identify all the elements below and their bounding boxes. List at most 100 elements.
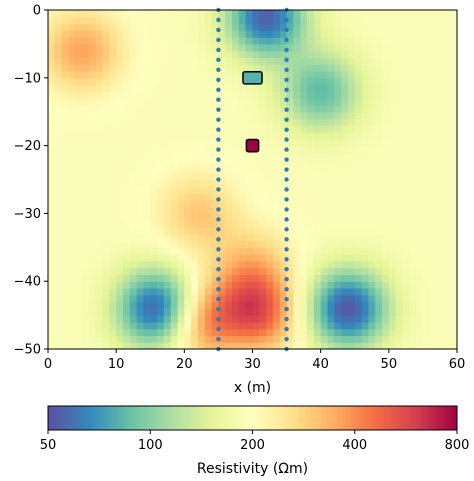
heatmap-cell	[54, 98, 63, 106]
heatmap-cell	[95, 260, 104, 269]
heatmap-cell	[293, 220, 301, 228]
heatmap-cell	[163, 301, 172, 309]
heatmap-cell	[95, 145, 104, 153]
heatmap-cell	[422, 179, 431, 187]
heatmap-cell	[54, 226, 63, 235]
heatmap-cell	[429, 77, 438, 86]
heatmap-cell	[54, 125, 63, 133]
heatmap-cell	[416, 254, 424, 262]
heatmap-cell	[218, 247, 226, 255]
heatmap-cell	[170, 125, 179, 133]
heatmap-cell	[409, 50, 417, 59]
heatmap-cell	[327, 71, 335, 79]
heatmap-cell	[204, 315, 213, 323]
heatmap-cell	[170, 199, 179, 208]
heatmap-cell	[252, 111, 260, 120]
heatmap-cell	[232, 50, 240, 59]
heatmap-cell	[61, 226, 70, 235]
heatmap-cell	[75, 172, 83, 181]
heatmap-cell	[95, 125, 104, 133]
heatmap-cell	[368, 328, 376, 337]
heatmap-cell	[334, 118, 342, 126]
heatmap-cell	[225, 301, 233, 309]
heatmap-cell	[395, 23, 404, 31]
heatmap-cell	[347, 165, 356, 174]
heatmap-cell	[286, 240, 294, 248]
heatmap-cell	[211, 287, 220, 296]
heatmap-cell	[245, 206, 254, 214]
target-rectangle	[245, 138, 260, 153]
heatmap-cell	[170, 179, 179, 187]
heatmap-cell	[238, 84, 247, 92]
electrode-dot	[216, 147, 221, 152]
heatmap-cell	[129, 213, 138, 221]
heatmap-cell	[450, 274, 457, 282]
heatmap-cell	[382, 91, 390, 99]
heatmap-cell	[327, 267, 335, 276]
heatmap-cell	[61, 37, 70, 45]
heatmap-cell	[191, 179, 199, 187]
heatmap-cell	[245, 199, 254, 208]
heatmap-cell	[75, 138, 83, 147]
heatmap-cell	[109, 220, 117, 228]
heatmap-cell	[327, 165, 335, 174]
heatmap-cell	[61, 294, 70, 303]
heatmap-cell	[143, 57, 151, 65]
heatmap-cell	[313, 274, 322, 282]
heatmap-cell	[88, 91, 97, 99]
heatmap-cell	[334, 220, 342, 228]
heatmap-cell	[177, 213, 185, 221]
heatmap-cell	[313, 111, 322, 120]
heatmap-cell	[82, 37, 90, 45]
heatmap-cell	[259, 342, 267, 349]
heatmap-cell	[300, 321, 308, 330]
heatmap-cell	[382, 274, 390, 282]
heatmap-cell	[184, 30, 192, 38]
heatmap-cell	[211, 145, 220, 153]
heatmap-cell	[163, 71, 172, 79]
heatmap-cell	[272, 165, 281, 174]
heatmap-cell	[341, 287, 349, 296]
heatmap-cell	[395, 342, 404, 349]
heatmap-cell	[211, 138, 220, 147]
heatmap-cell	[143, 328, 151, 337]
heatmap-cell	[402, 23, 410, 31]
heatmap-cell	[327, 247, 335, 255]
heatmap-cell	[252, 16, 260, 25]
heatmap-cell	[225, 37, 233, 45]
heatmap-cell	[191, 71, 199, 79]
heatmap-cell	[211, 98, 220, 106]
heatmap-cell	[416, 84, 424, 92]
heatmap-cell	[409, 335, 417, 343]
heatmap-cell	[129, 37, 138, 45]
heatmap-cell	[395, 165, 404, 174]
heatmap-cell	[307, 37, 315, 45]
heatmap-cell	[266, 267, 274, 276]
heatmap-cell	[307, 281, 315, 289]
heatmap-cell	[204, 172, 213, 181]
heatmap-cell	[197, 240, 206, 248]
heatmap-cell	[238, 254, 247, 262]
heatmap-cell	[82, 172, 90, 181]
heatmap-cell	[238, 145, 247, 153]
heatmap-cell	[48, 91, 56, 99]
heatmap-cell	[334, 37, 342, 45]
heatmap-cell	[116, 315, 124, 323]
heatmap-cell	[443, 193, 451, 201]
heatmap-cell	[163, 315, 172, 323]
heatmap-cell	[184, 37, 192, 45]
heatmap-cell	[163, 132, 172, 140]
heatmap-cell	[157, 287, 165, 296]
heatmap-cell	[416, 260, 424, 269]
heatmap-cell	[211, 71, 220, 79]
heatmap-cell	[136, 152, 145, 160]
heatmap-cell	[102, 165, 110, 174]
heatmap-cell	[54, 165, 63, 174]
heatmap-cell	[368, 145, 376, 153]
heatmap-cell	[416, 172, 424, 181]
heatmap-cell	[143, 23, 151, 31]
electrode-dot	[216, 257, 221, 262]
heatmap-cell	[184, 328, 192, 337]
heatmap-cell	[88, 23, 97, 31]
heatmap-cell	[361, 138, 369, 147]
